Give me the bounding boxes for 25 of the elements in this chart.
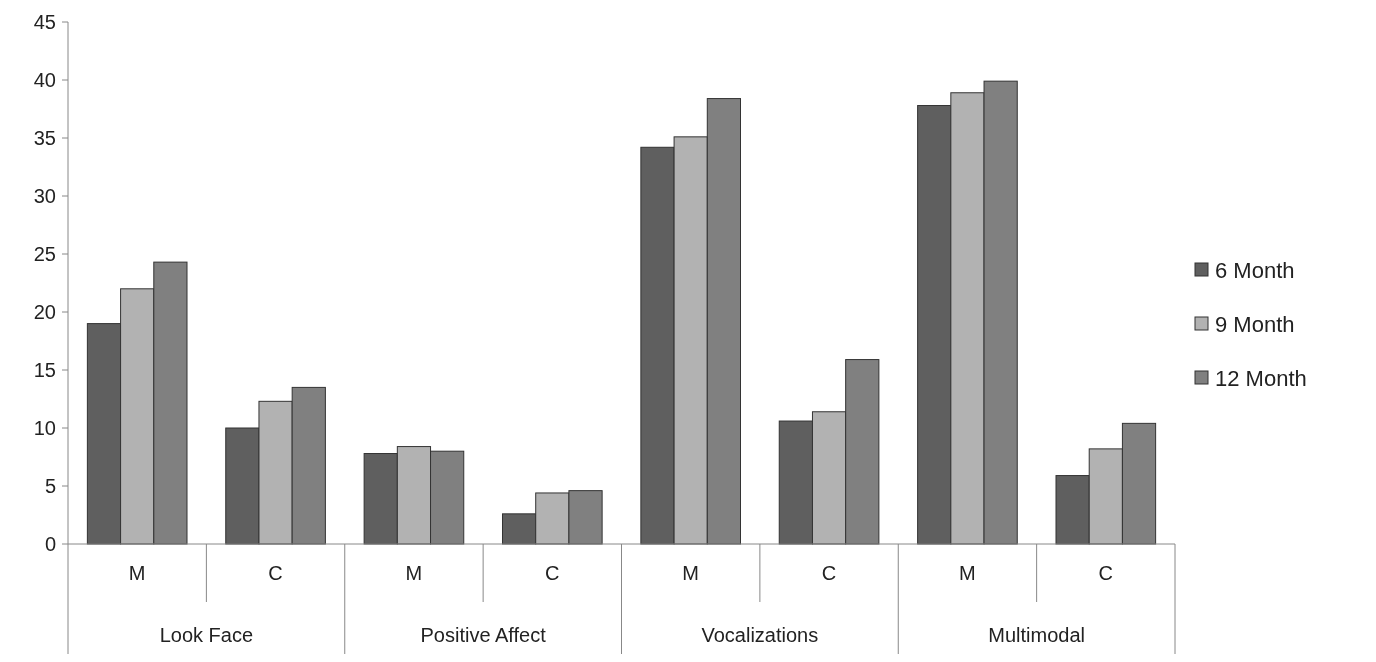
text: Positive Affect [420, 624, 547, 646]
y-tick-label: 5 [44, 475, 56, 497]
x-tick-label: M [959, 562, 976, 584]
x-tick-label: C [1098, 562, 1114, 584]
y-tick-label: 45 [33, 11, 56, 33]
y-tick-label: 40 [33, 69, 56, 91]
y-tick-label: 25 [33, 243, 56, 265]
text: Multimodal [988, 624, 1085, 646]
y-tick-label: 0 [44, 533, 56, 555]
y-tick-label: 30 [33, 185, 56, 207]
y-tick-label: 35 [33, 127, 56, 149]
legend-label: 12 Month [1215, 365, 1307, 391]
y-tick-label: 20 [33, 301, 56, 323]
y-tick-label: 15 [33, 359, 56, 381]
x-tick-label: M [128, 562, 146, 584]
x-tick-label: M [405, 562, 423, 584]
x-tick-label: C [268, 562, 283, 584]
x-tick-label: C [821, 562, 837, 584]
text: Look Face [159, 624, 254, 646]
legend-label: 9 Month [1215, 311, 1295, 337]
x-tick-label: M [682, 562, 700, 584]
x-tick-label: C [545, 562, 560, 584]
legend-label: 6 Month [1215, 257, 1295, 283]
text: Vocalizations [701, 624, 819, 646]
y-tick-label: 10 [33, 417, 56, 439]
